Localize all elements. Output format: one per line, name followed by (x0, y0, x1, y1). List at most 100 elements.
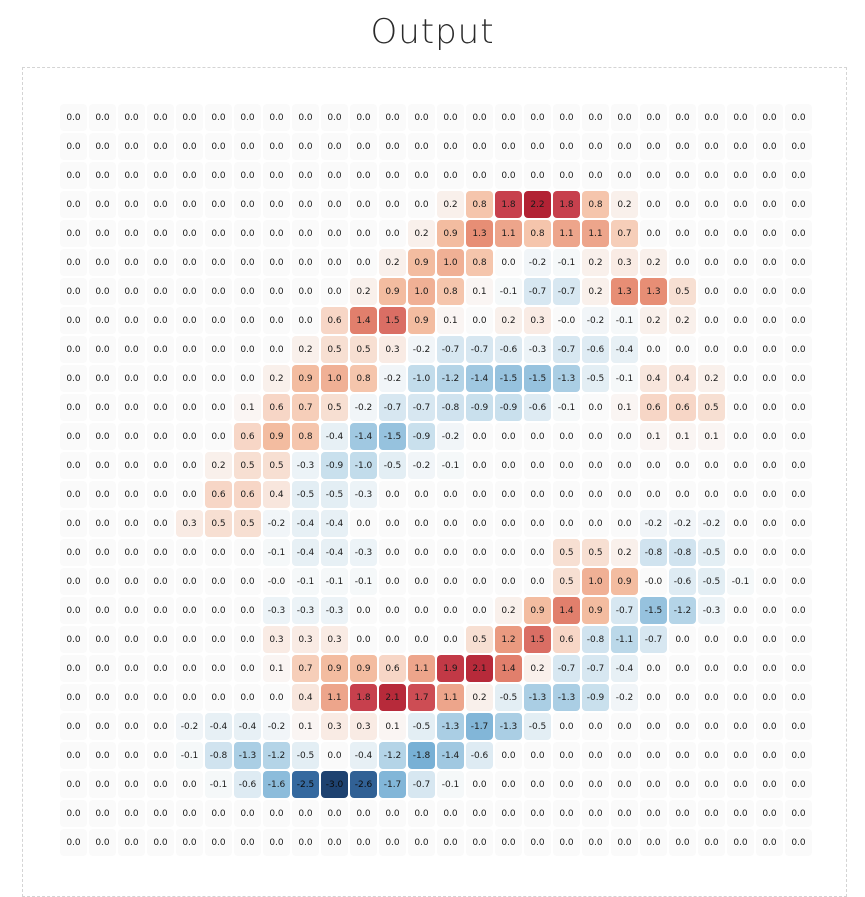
heatmap-cell: 0.0 (582, 133, 609, 160)
heatmap-cell: 0.0 (118, 133, 145, 160)
heatmap-cell: 0.0 (205, 829, 232, 856)
heatmap-cell: 1.1 (408, 655, 435, 682)
heatmap-cell: 0.0 (205, 249, 232, 276)
heatmap-cell: 1.5 (379, 307, 406, 334)
heatmap-cell: 0.0 (553, 829, 580, 856)
heatmap-cell: 0.2 (379, 249, 406, 276)
heatmap-cell: 0.0 (698, 771, 725, 798)
heatmap-cell: 0.5 (466, 626, 493, 653)
heatmap-cell: 0.0 (147, 307, 174, 334)
heatmap-cell: -0.2 (263, 713, 290, 740)
heatmap-cell: 0.0 (640, 481, 667, 508)
heatmap-cell: 0.0 (640, 220, 667, 247)
heatmap-cell: 0.0 (379, 626, 406, 653)
heatmap-cell: 0.0 (176, 626, 203, 653)
heatmap-cell: 0.6 (234, 423, 261, 450)
heatmap-cell: 0.0 (292, 162, 319, 189)
heatmap-cell: -0.7 (640, 626, 667, 653)
heatmap-cell: 0.0 (611, 133, 638, 160)
heatmap-cell: 0.0 (147, 771, 174, 798)
heatmap-cell: -0.2 (437, 423, 464, 450)
heatmap-cell: 0.9 (350, 655, 377, 682)
heatmap-cell: 0.9 (582, 597, 609, 624)
heatmap-cell: 0.0 (640, 133, 667, 160)
heatmap-cell: 0.0 (785, 394, 812, 421)
heatmap-cell: 0.0 (89, 423, 116, 450)
heatmap-cell: 0.0 (176, 539, 203, 566)
heatmap-cell: -0.3 (524, 336, 551, 363)
heatmap-cell: -0.3 (263, 597, 290, 624)
heatmap-cell: 0.0 (89, 336, 116, 363)
heatmap-cell: 0.0 (176, 162, 203, 189)
heatmap-cell: 0.0 (89, 742, 116, 769)
heatmap-cell: 0.0 (611, 713, 638, 740)
heatmap-cell: 0.0 (727, 104, 754, 131)
heatmap-cell: 0.9 (263, 423, 290, 450)
heatmap-cell: -0.3 (292, 597, 319, 624)
heatmap-cell: 0.0 (756, 452, 783, 479)
heatmap-cell: 0.0 (205, 336, 232, 363)
heatmap-cell: 0.0 (582, 104, 609, 131)
heatmap-cell: 0.0 (205, 539, 232, 566)
chart-title: Output (370, 12, 495, 52)
heatmap-cell: 1.8 (553, 191, 580, 218)
heatmap-cell: 0.0 (553, 742, 580, 769)
heatmap-cell: 0.0 (727, 394, 754, 421)
heatmap-cell: 0.1 (611, 394, 638, 421)
heatmap-cell: 0.2 (640, 249, 667, 276)
heatmap-cell: 0.3 (350, 713, 377, 740)
heatmap-cell: 0.0 (176, 220, 203, 247)
heatmap-cell: 0.0 (785, 510, 812, 537)
heatmap-cell: 0.0 (350, 597, 377, 624)
heatmap-cell: -1.2 (669, 597, 696, 624)
heatmap-cell: -1.3 (234, 742, 261, 769)
heatmap-cell: 0.0 (176, 191, 203, 218)
heatmap-cell: 0.0 (756, 191, 783, 218)
heatmap-cell: 0.0 (524, 829, 551, 856)
heatmap-cell: 0.0 (698, 742, 725, 769)
heatmap-cell: 0.0 (234, 539, 261, 566)
heatmap-cell: 0.0 (176, 307, 203, 334)
heatmap-cell: 0.0 (176, 249, 203, 276)
heatmap-cell: -1.4 (350, 423, 377, 450)
heatmap-cell: -0.2 (408, 336, 435, 363)
heatmap-cell: 0.0 (350, 510, 377, 537)
heatmap-cell: -0.6 (234, 771, 261, 798)
heatmap-cell: -3.0 (321, 771, 348, 798)
heatmap-cell: 0.0 (147, 684, 174, 711)
heatmap-cell: 0.0 (350, 133, 377, 160)
heatmap-cell: 0.0 (756, 829, 783, 856)
heatmap-cell: 0.0 (176, 278, 203, 305)
heatmap-cell: 0.0 (756, 800, 783, 827)
heatmap-cell: 0.0 (669, 481, 696, 508)
heatmap-cell: 0.4 (640, 365, 667, 392)
heatmap-cell: 2.2 (524, 191, 551, 218)
heatmap-cell: 0.0 (466, 597, 493, 624)
heatmap-cell: 0.0 (147, 481, 174, 508)
heatmap-cell: 0.0 (698, 336, 725, 363)
heatmap-cell: 0.0 (611, 742, 638, 769)
heatmap-cell: 0.0 (669, 249, 696, 276)
heatmap-cell: 0.0 (89, 278, 116, 305)
heatmap-cell: 0.0 (292, 800, 319, 827)
heatmap-cell: 0.0 (147, 104, 174, 131)
heatmap-cell: 0.0 (205, 568, 232, 595)
heatmap-cell: 0.2 (205, 452, 232, 479)
heatmap-cell: 0.0 (292, 104, 319, 131)
heatmap-cell: 0.0 (118, 336, 145, 363)
heatmap-cell: 0.0 (234, 249, 261, 276)
heatmap-cell: 0.0 (118, 829, 145, 856)
heatmap-cell: 0.0 (60, 597, 87, 624)
heatmap-cell: 0.0 (89, 365, 116, 392)
heatmap-cell: 0.0 (466, 104, 493, 131)
heatmap-cell: 0.0 (524, 742, 551, 769)
heatmap-cell: 0.0 (727, 510, 754, 537)
heatmap-cell: 0.0 (727, 278, 754, 305)
heatmap-cell: 0.0 (756, 133, 783, 160)
heatmap-cell: 0.0 (698, 829, 725, 856)
heatmap-cell: 0.0 (205, 626, 232, 653)
heatmap-cell: -0.0 (263, 568, 290, 595)
heatmap-cell: 0.0 (756, 481, 783, 508)
heatmap-cell: 0.2 (582, 278, 609, 305)
heatmap-cell: 0.0 (89, 684, 116, 711)
